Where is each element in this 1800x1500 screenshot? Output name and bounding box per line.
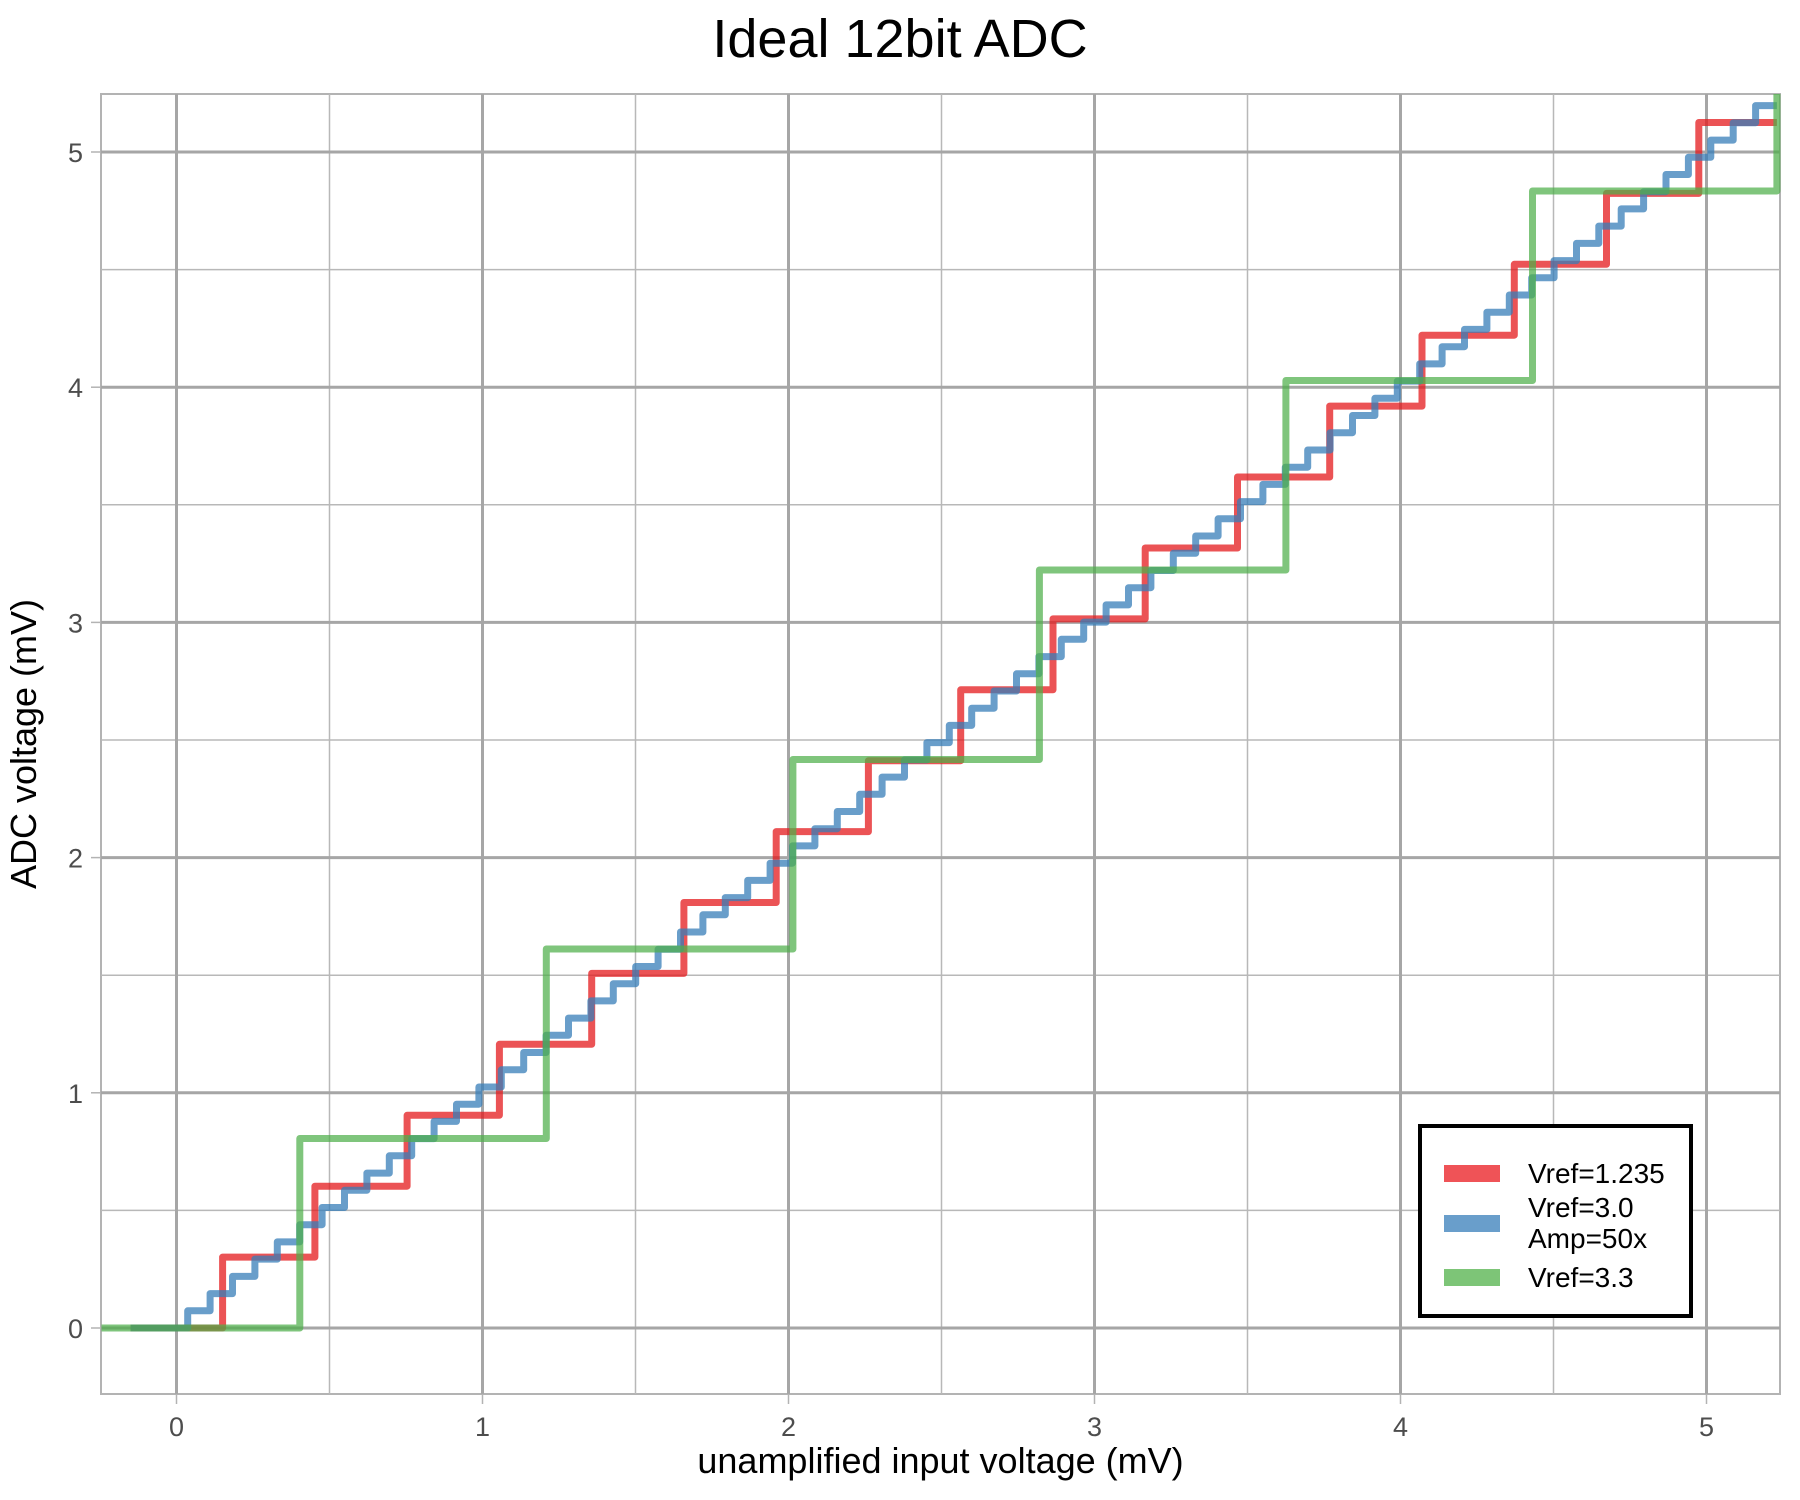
data-series (101, 94, 1781, 1332)
y-tick-label: 3 (68, 608, 83, 638)
series-line-blue (130, 102, 1777, 1332)
legend-label: Vref=1.235 (1528, 1158, 1665, 1189)
y-tick-label: 1 (68, 1079, 83, 1109)
legend-swatch-red (1444, 1165, 1500, 1182)
x-axis-label: unamplified input voltage (mV) (697, 1440, 1184, 1481)
axis-ticks: 0 1 2 3 4 5 0 1 2 3 4 5 (68, 138, 1714, 1442)
x-tick-label: 1 (475, 1412, 490, 1442)
y-axis-label: ADC voltage (mV) (3, 598, 44, 890)
x-tick-label: 3 (1087, 1412, 1102, 1442)
legend: Vref=1.235 Vref=3.0 Amp=50x Vref=3.3 (1418, 1124, 1693, 1318)
legend-item-vref-1235: Vref=1.235 (1444, 1158, 1665, 1189)
x-tick-label: 4 (1393, 1412, 1408, 1442)
legend-item-vref-3-amp-50: Vref=3.0 Amp=50x (1444, 1192, 1647, 1254)
legend-label: Vref=3.3 (1528, 1262, 1634, 1293)
legend-label: Vref=3.0 Amp=50x (1528, 1192, 1648, 1254)
y-tick-label: 2 (68, 844, 83, 874)
x-tick-label: 2 (781, 1412, 796, 1442)
chart-title: Ideal 12bit ADC (712, 9, 1088, 69)
legend-swatch-blue (1444, 1214, 1500, 1232)
grid-lines (101, 94, 1780, 1394)
x-tick-label: 0 (169, 1412, 184, 1442)
y-tick-label: 0 (68, 1314, 83, 1344)
legend-item-vref-33: Vref=3.3 (1444, 1262, 1634, 1293)
y-tick-label: 4 (68, 373, 83, 403)
y-tick-label: 5 (68, 138, 83, 168)
legend-swatch-green (1444, 1269, 1500, 1286)
series-line-green (101, 94, 1781, 1332)
x-tick-label: 5 (1699, 1412, 1714, 1442)
